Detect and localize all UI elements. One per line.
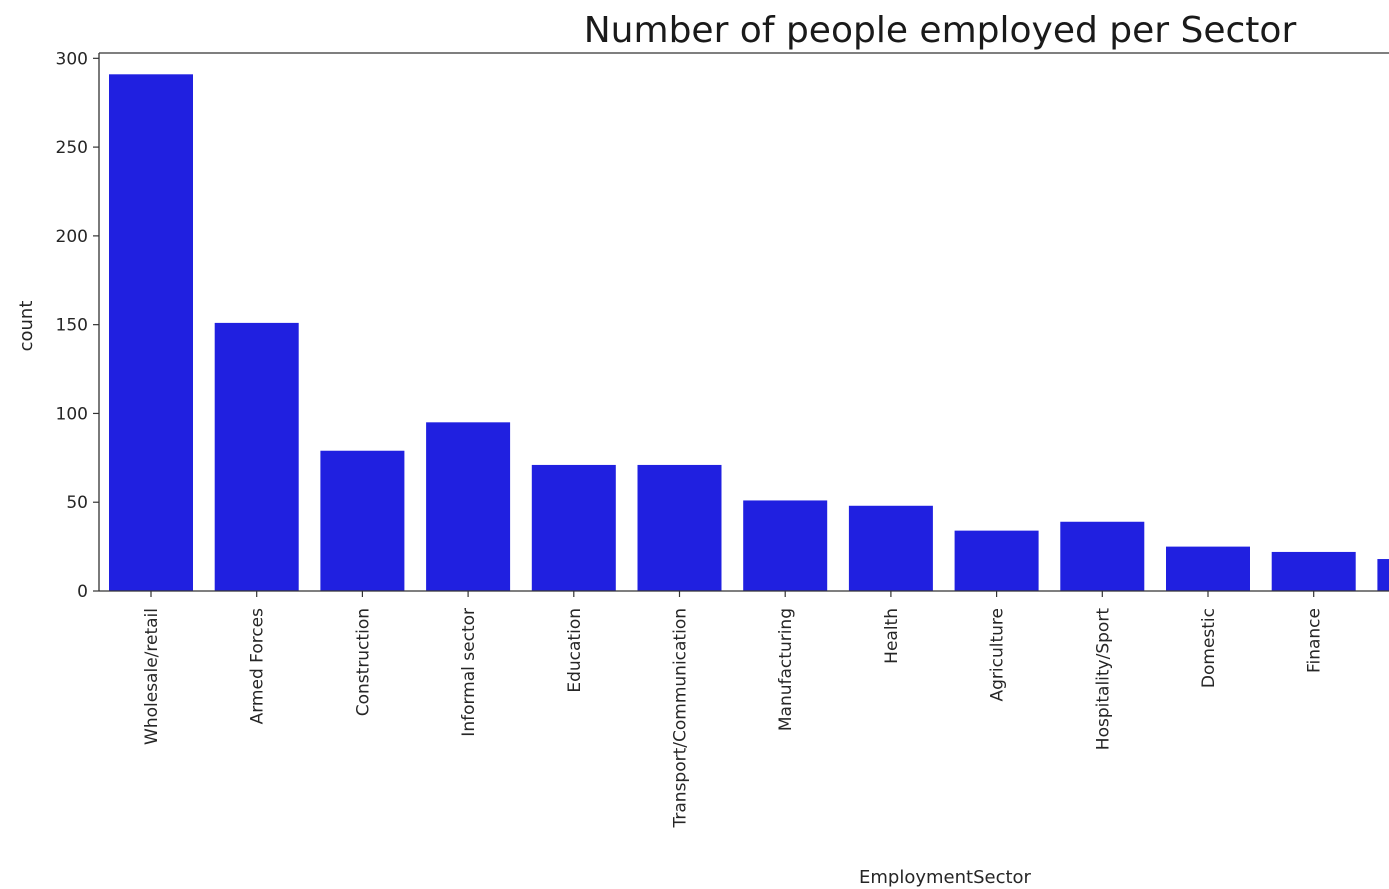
bar: [109, 74, 193, 591]
x-axis-label: EmploymentSector: [859, 867, 1032, 888]
y-tick-label: 50: [66, 493, 88, 513]
chart-title: Number of people employed per Sector: [584, 10, 1297, 51]
y-tick-label: 0: [77, 582, 88, 602]
bar: [1166, 546, 1250, 591]
bar: [214, 322, 299, 591]
x-tick-label: Wholesale/retail: [142, 608, 162, 745]
y-axis-label: count: [16, 301, 37, 352]
bar: [426, 422, 511, 591]
y-axis: 0 50 100 150 200 250 300: [56, 49, 99, 602]
x-tick-label: Armed Forces: [248, 608, 268, 725]
bar: [848, 505, 933, 591]
x-axis: Wholesale/retail Armed Forces Construction…: [142, 591, 1325, 829]
bars: [109, 74, 1389, 591]
bar: [320, 450, 405, 591]
x-tick-label: Hospitality/Sport: [1093, 608, 1113, 751]
x-tick-label: Informal sector: [459, 608, 479, 737]
bar: [637, 464, 722, 591]
x-tick-label: Education: [565, 608, 585, 693]
x-tick-label: Finance: [1305, 608, 1325, 673]
y-tick-label: 200: [56, 227, 88, 247]
x-tick-label: Manufacturing: [776, 608, 796, 731]
bar: [1377, 559, 1389, 591]
y-tick-label: 250: [56, 138, 88, 158]
bar: [743, 500, 828, 591]
y-tick-label: 150: [56, 316, 88, 336]
bar: [954, 530, 1039, 591]
bar: [531, 464, 616, 591]
x-tick-label: Construction: [353, 608, 373, 716]
x-tick-label: Domestic: [1199, 608, 1219, 688]
x-tick-label: Agriculture: [988, 608, 1008, 702]
x-tick-label: Transport/Communication: [671, 608, 691, 829]
x-tick-label: Health: [882, 608, 902, 664]
y-tick-label: 100: [56, 404, 88, 424]
bar: [1060, 521, 1145, 591]
bar: [1271, 551, 1356, 591]
y-tick-label: 300: [56, 49, 88, 69]
axis-spines: [98, 52, 1389, 592]
